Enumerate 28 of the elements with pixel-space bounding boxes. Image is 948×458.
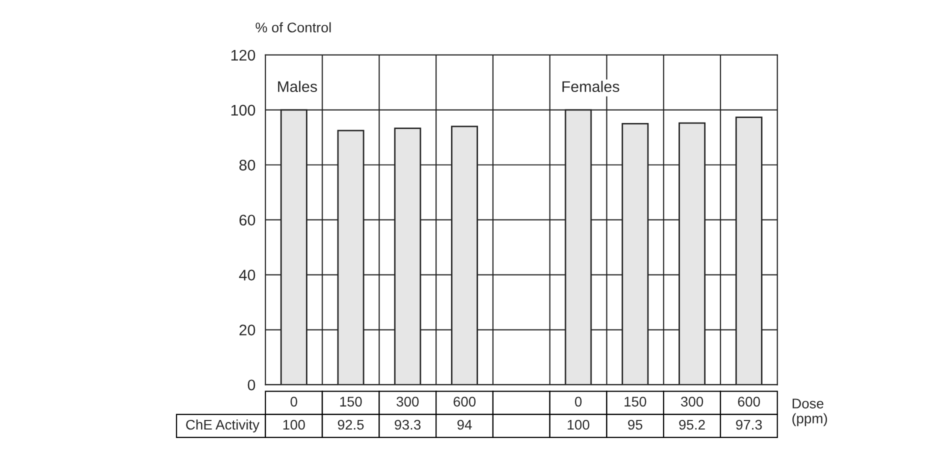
x-tick-label: 600 (454, 396, 476, 407)
y-tick-label: 40 (239, 270, 256, 280)
x-tick-label: 600 (738, 396, 760, 407)
x-tick-label: 150 (340, 396, 362, 407)
data-label: 97.3 (736, 420, 762, 430)
y-tick-label: 0 (248, 380, 256, 390)
data-label: 93.3 (394, 420, 421, 430)
x-tick-label: 150 (624, 396, 646, 407)
data-label: 95.2 (679, 420, 705, 430)
y-tick-label: 120 (231, 50, 256, 61)
data-label: 100 (568, 420, 590, 430)
x-tick-label: 300 (396, 396, 419, 407)
y-tick-label: 100 (231, 104, 256, 116)
x-tick-label: 0 (290, 396, 298, 407)
y-tick-label: 80 (239, 160, 256, 171)
x-tick-label: 300 (680, 396, 704, 407)
y-axis-title: % of Control (256, 22, 331, 32)
y-tick-label: 60 (240, 214, 256, 226)
text: ChE Activity (186, 419, 260, 432)
x-axis-title: Dose (ppm) (792, 398, 827, 426)
data-label: 100 (283, 420, 305, 430)
y-tick-label: 20 (239, 324, 256, 336)
x-tick-label: 0 (574, 396, 582, 407)
annotation: Females (562, 80, 620, 92)
data-label: 94 (457, 420, 472, 430)
data-label: 95 (628, 420, 642, 430)
data-label: 92.5 (338, 420, 364, 430)
annotation: Males (278, 80, 318, 92)
